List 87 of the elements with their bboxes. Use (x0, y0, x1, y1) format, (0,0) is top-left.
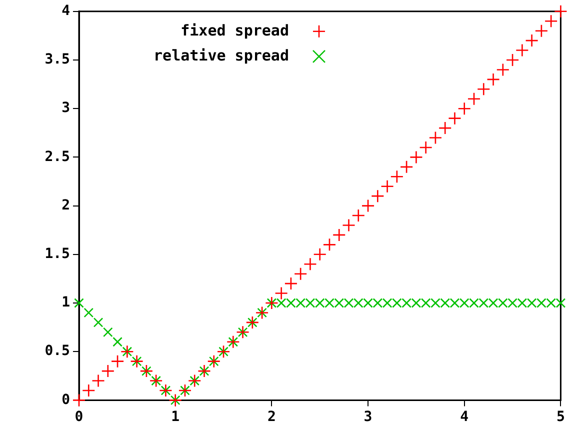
point (526, 298, 537, 308)
point (420, 298, 431, 308)
point (476, 82, 490, 96)
point (284, 276, 298, 290)
y-tick-label: 0 (62, 392, 70, 408)
point (74, 298, 84, 308)
point (313, 248, 326, 262)
point (440, 298, 450, 308)
point (450, 298, 460, 308)
point (371, 189, 384, 203)
point (419, 140, 432, 154)
point (72, 394, 86, 407)
point (448, 112, 462, 125)
x-tick-label: 5 (556, 409, 565, 426)
point (469, 298, 479, 308)
point (525, 34, 538, 48)
point (296, 298, 306, 308)
point (342, 218, 356, 232)
point (554, 4, 568, 18)
point (110, 354, 124, 368)
point (556, 298, 566, 308)
point (390, 170, 404, 184)
point (353, 298, 364, 308)
point (276, 298, 286, 308)
point (82, 384, 96, 398)
y-tick-label: 4 (62, 3, 70, 20)
x-tick-label: 4 (460, 409, 469, 426)
point (334, 298, 344, 308)
y-tick-label: 2 (62, 197, 70, 214)
point (517, 298, 528, 308)
y-tick-label: 0.5 (44, 343, 70, 360)
point (294, 267, 308, 280)
point (459, 298, 470, 308)
x-tick-label: 2 (267, 409, 276, 426)
point (112, 336, 122, 347)
point (506, 53, 520, 67)
point (488, 298, 498, 308)
x-tick-label: 0 (74, 409, 84, 426)
point (402, 298, 412, 308)
y-tick-label: 3.5 (44, 52, 70, 68)
point (508, 298, 518, 308)
point (536, 298, 546, 308)
point (372, 298, 383, 308)
point (103, 327, 113, 338)
point (314, 298, 325, 308)
point (286, 298, 296, 308)
point (361, 199, 375, 212)
point (430, 298, 440, 308)
point (458, 102, 472, 116)
point (304, 257, 317, 271)
point (486, 72, 500, 86)
point (380, 180, 394, 194)
point (363, 298, 373, 308)
point (101, 364, 115, 378)
y-tick-label: 2.5 (44, 148, 70, 165)
point (332, 228, 346, 242)
point (352, 208, 366, 222)
point (478, 298, 489, 308)
point (467, 92, 481, 106)
point (93, 318, 104, 328)
legend-label: fixed spread (180, 21, 289, 40)
point (438, 121, 452, 135)
point (544, 14, 558, 28)
point (400, 160, 414, 174)
point (498, 298, 508, 308)
point (322, 238, 336, 252)
point (305, 298, 316, 308)
y-tick-label: 3 (62, 100, 70, 116)
point (84, 308, 94, 318)
point (534, 24, 548, 38)
x-tick-label: 1 (171, 409, 180, 426)
point (274, 286, 288, 300)
point (324, 298, 334, 308)
point (410, 150, 423, 164)
point (428, 131, 442, 144)
y-tick-label: 1 (62, 294, 70, 311)
point (382, 298, 392, 308)
point (392, 298, 402, 308)
point (546, 298, 556, 308)
legend-label: relative spread (154, 46, 289, 64)
x-tick-label: 3 (364, 409, 372, 426)
point (344, 298, 354, 308)
point (411, 298, 422, 308)
point (516, 44, 529, 57)
point (496, 63, 510, 76)
point (92, 374, 105, 388)
y-tick-label: 1.5 (44, 246, 70, 262)
